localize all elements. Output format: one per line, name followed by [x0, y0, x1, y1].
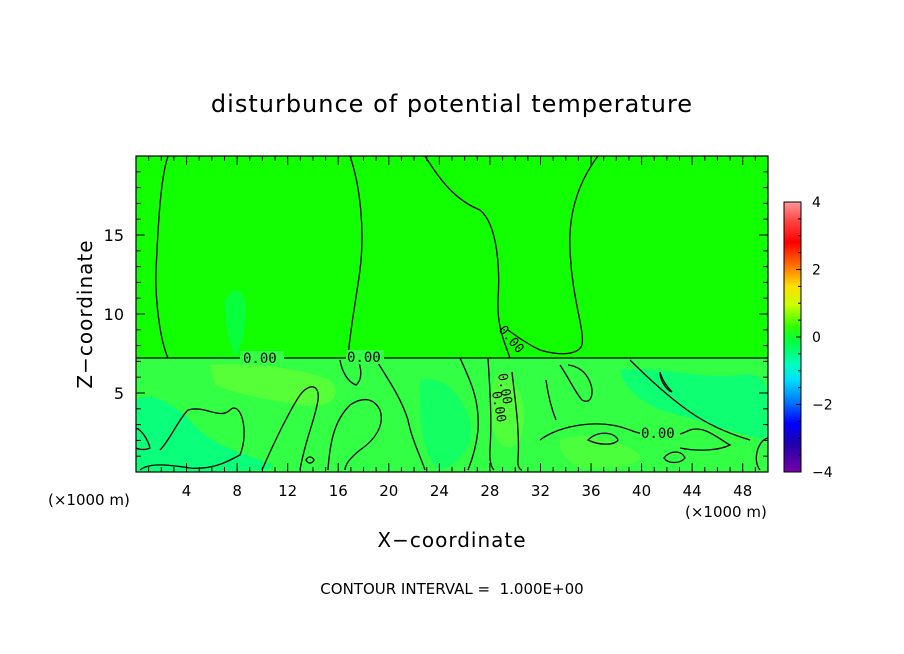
x-tick-label: 36 [581, 482, 600, 500]
contour-field: 0.00 0.00 0.00 0.00 0.00 0.00 [136, 156, 768, 472]
x-unit-label: (×1000 m) [685, 503, 767, 521]
colorbar-tick-label: −4 [812, 465, 833, 481]
x-tick-label: 12 [278, 482, 297, 500]
colorbar-tick-label: 0 [812, 330, 821, 346]
x-tick-label: 48 [733, 482, 752, 500]
contour-label: 0.00 [347, 350, 381, 366]
contour-line [487, 357, 495, 471]
contour-label: 0.00 [641, 426, 675, 442]
contour-line [155, 156, 169, 359]
x-tick-label: 4 [182, 482, 192, 500]
contour-label: 0.00 [488, 390, 508, 423]
y-tick-label: 15 [104, 226, 124, 245]
y-axis-label: Z−coordinate [73, 239, 97, 388]
yellowgreen-patch [559, 435, 641, 469]
x-tick-label: 16 [329, 482, 348, 500]
yellowgreen-patch [489, 372, 524, 448]
colorbar: 4 2 0 −2 −4 [783, 195, 833, 481]
contour-line [339, 359, 362, 386]
x-tick-label: 8 [232, 482, 242, 500]
contour-line [261, 386, 319, 471]
colorbar-ticks: 4 2 0 −2 −4 [796, 195, 833, 481]
yellowgreen-patch [210, 364, 336, 406]
x-tick-label: 32 [531, 482, 550, 500]
contour-line [136, 427, 151, 451]
contour-line [459, 357, 479, 471]
contour-label: 0.00 [494, 372, 514, 405]
contour-line [511, 371, 523, 471]
contour-line [586, 432, 619, 445]
contour-line [659, 371, 673, 393]
y-axis: 5 10 15 [104, 171, 768, 457]
x-tick-label: 20 [379, 482, 398, 500]
contour-line [559, 364, 593, 402]
contour-line [424, 156, 511, 359]
y-tick-label: 10 [104, 305, 124, 324]
chart-title: disturbunce of potential temperature [211, 90, 693, 118]
contour-line [539, 423, 732, 451]
contour-line [347, 156, 363, 359]
contour-line [327, 398, 382, 471]
contour-line [755, 437, 768, 471]
cyan-patch [620, 368, 768, 440]
contour-interval-note: CONTOUR INTERVAL = 1.000E+00 [320, 580, 583, 598]
contour-line [305, 456, 315, 464]
contour-line [374, 357, 426, 471]
y-unit-label: (×1000 m) [48, 491, 130, 509]
contour-line [663, 451, 686, 464]
cyan-patch [136, 396, 274, 472]
x-tick-label: 44 [683, 482, 702, 500]
contour-line [545, 379, 557, 421]
x-tick-label: 40 [632, 482, 651, 500]
colorbar-tick-label: −2 [812, 398, 833, 414]
contour-label: 0.00 [243, 351, 277, 367]
x-axis-label: X−coordinate [377, 528, 526, 552]
cyan-streak [224, 290, 246, 358]
cyan-patch [419, 379, 471, 470]
colorbar-tick-label: 4 [812, 195, 821, 211]
x-axis: 4 8 12 16 20 24 28 32 36 40 44 48 [148, 156, 756, 500]
x-tick-label: 28 [480, 482, 499, 500]
y-tick-label: 5 [114, 384, 124, 403]
contour-line [507, 156, 599, 355]
x-tick-label: 24 [430, 482, 449, 500]
colorbar-tick-label: 2 [812, 263, 821, 279]
contour-labels: 0.00 0.00 0.00 0.00 0.00 0.00 [240, 323, 680, 442]
contour-line [629, 359, 751, 441]
